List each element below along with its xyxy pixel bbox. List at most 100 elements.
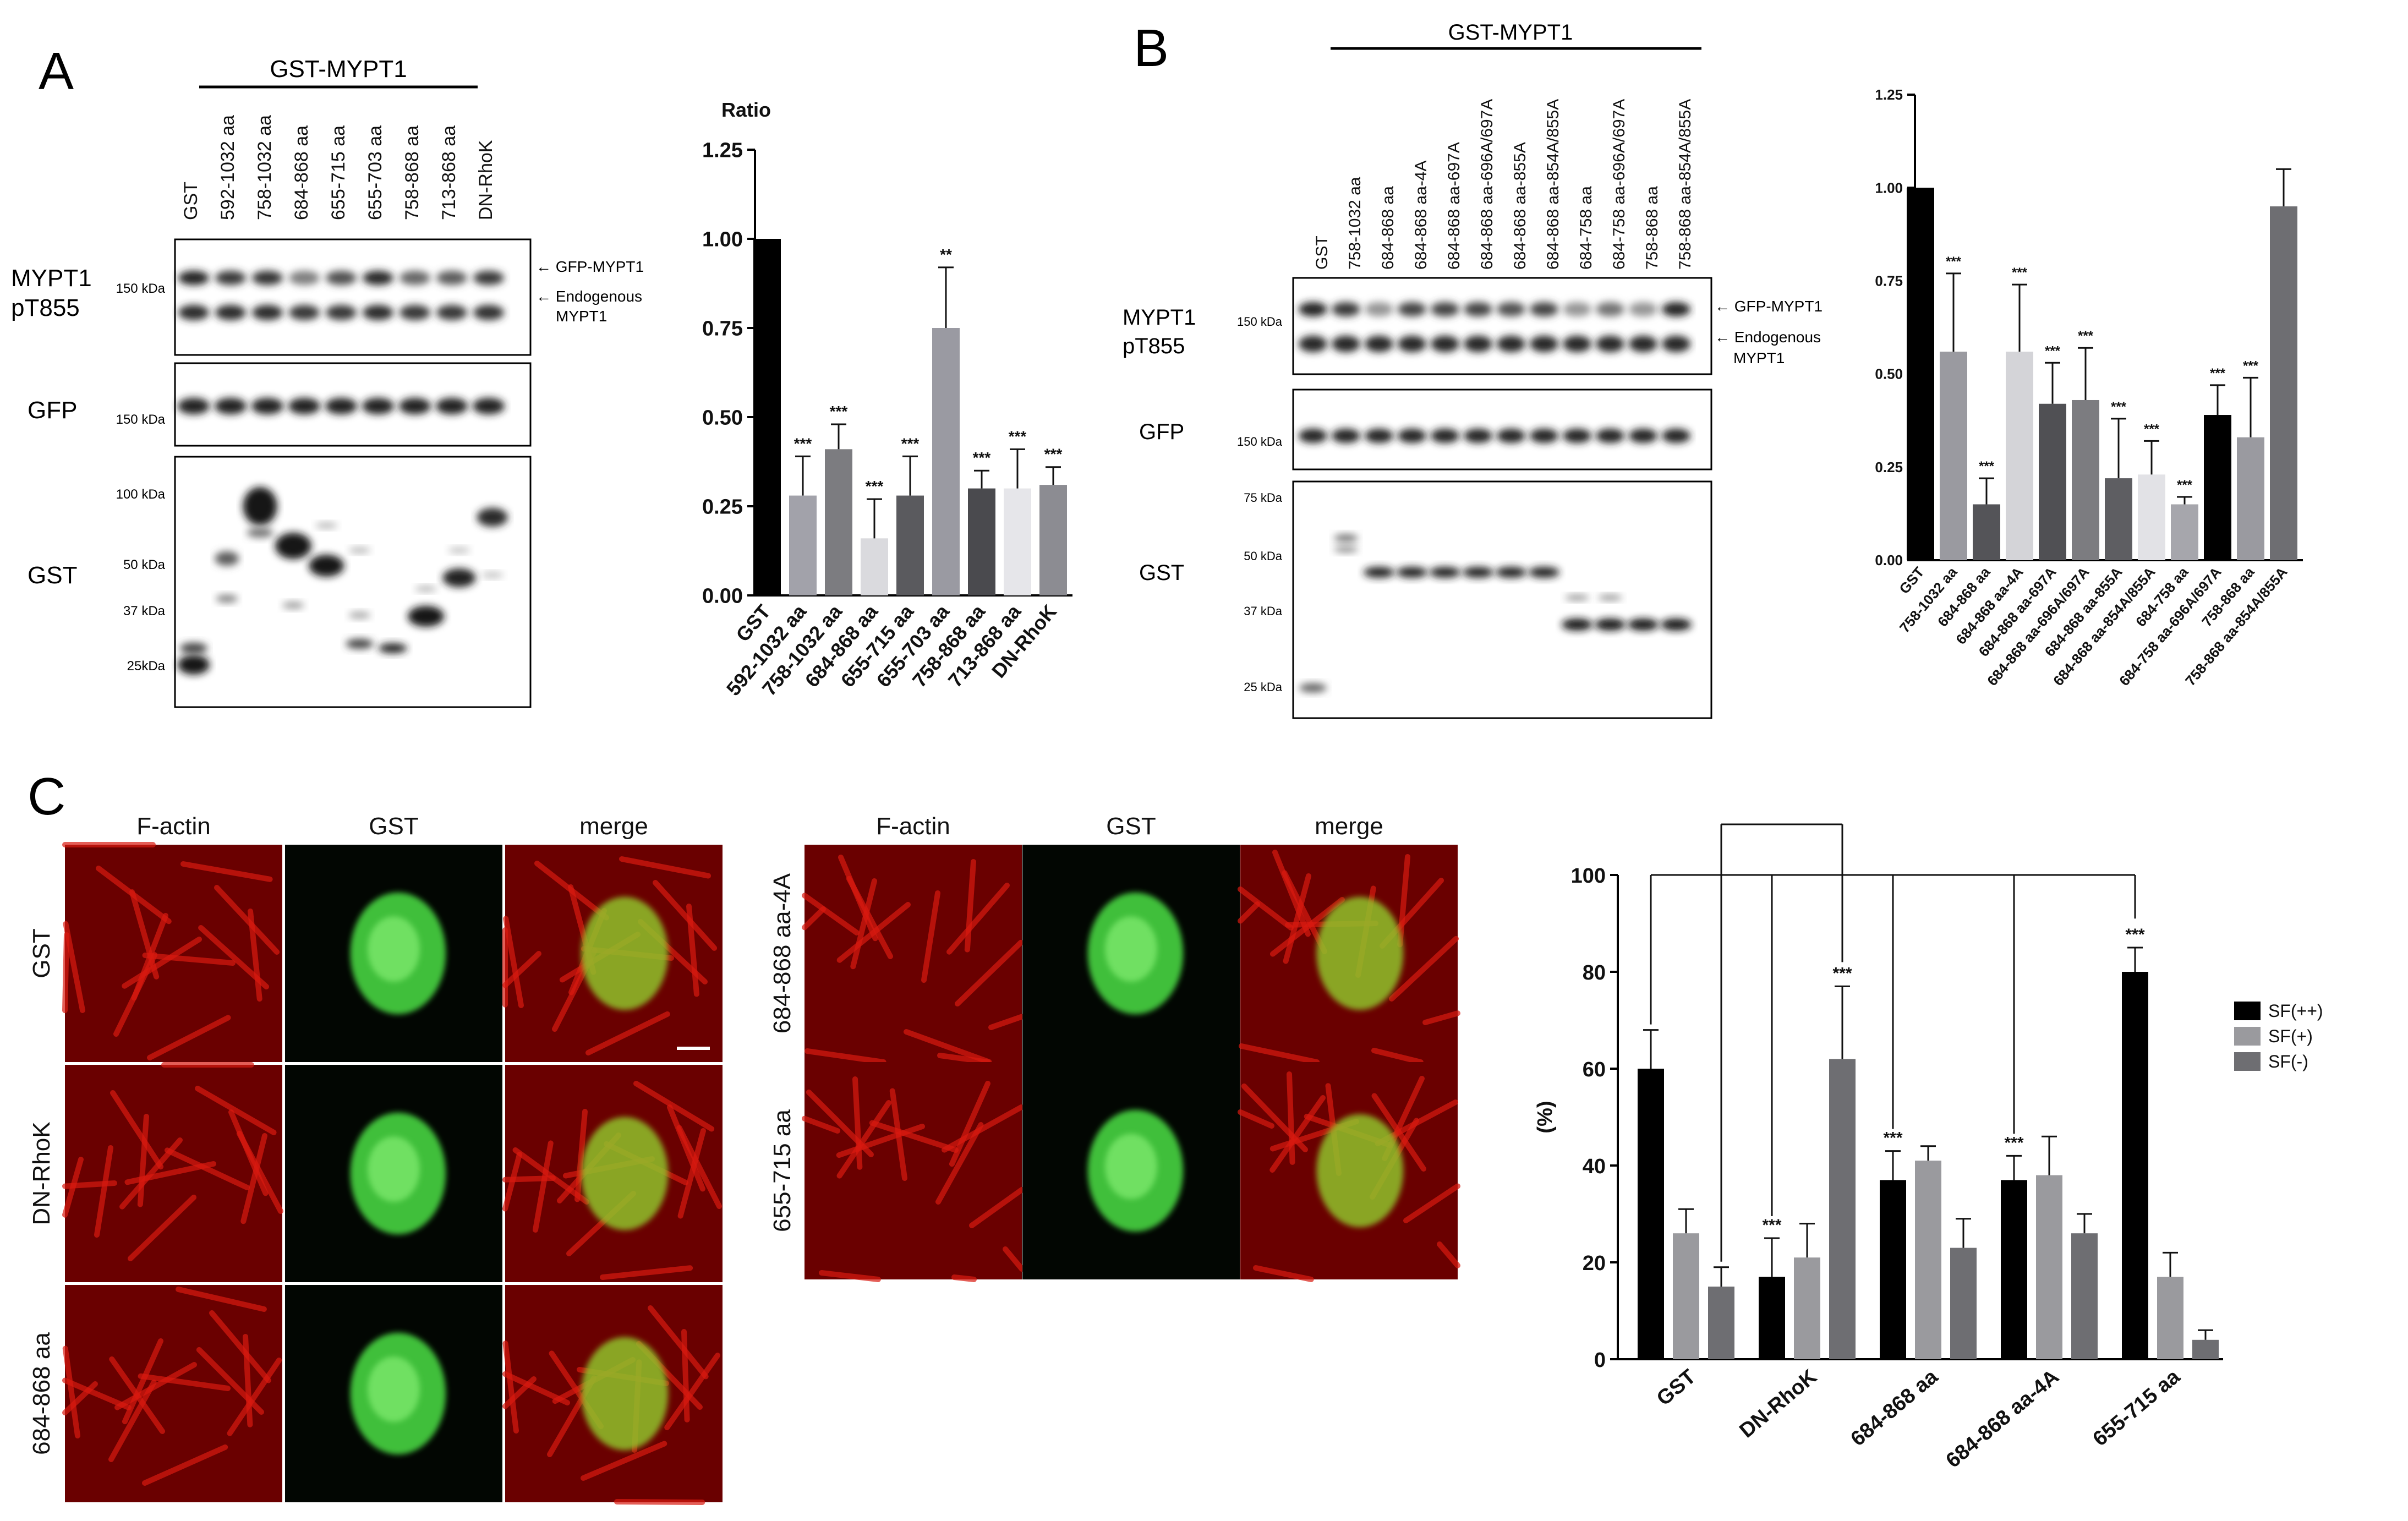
panel-letter-c: C	[28, 767, 65, 826]
blot-band	[1299, 302, 1327, 316]
actin-fiber	[805, 1048, 886, 1065]
cell-signal	[1105, 916, 1157, 982]
significance-mark: ***	[2004, 1134, 2023, 1152]
blot-band	[348, 548, 371, 553]
chart-bar	[1673, 1233, 1699, 1359]
blot-band	[1563, 336, 1591, 352]
group-label-a: GST-MYPT1	[270, 56, 407, 83]
band-label-b-gfp-mypt1: ← GFP-MYPT1	[1715, 298, 1823, 315]
band-label-a-endo-1: Endogenous	[556, 288, 642, 305]
blot-band	[180, 643, 207, 654]
actin-fiber	[686, 904, 699, 997]
blot-a-gst	[174, 456, 532, 708]
blot-band	[1364, 567, 1394, 578]
blot-band	[1365, 429, 1393, 443]
blot-band	[215, 551, 239, 566]
blot-band	[1661, 619, 1692, 631]
chart-bar	[2138, 474, 2165, 560]
micrograph-factin	[805, 1062, 1022, 1279]
chart-bar	[968, 488, 995, 595]
actin-fiber	[1239, 1043, 1320, 1065]
significance-mark: ***	[973, 449, 991, 466]
actin-fiber	[108, 1380, 157, 1462]
marker-b-gst-37: 37 kDa	[1244, 604, 1282, 618]
blot-band	[442, 568, 476, 587]
actin-fiber	[585, 1011, 670, 1055]
chart-bar	[2204, 415, 2231, 560]
actin-fiber	[988, 1014, 1025, 1030]
chart-bar	[825, 449, 852, 595]
chart-bar	[1907, 188, 1934, 560]
chart-bar	[1973, 504, 2000, 560]
blot-band	[1595, 619, 1626, 631]
micrograph-factin	[805, 845, 1022, 1062]
y-tick-label: 100	[1571, 865, 1606, 888]
significance-mark: ***	[1762, 1216, 1781, 1234]
actin-fiber	[512, 1147, 589, 1205]
panel-b: B GST-MYPT1 GST 758-1032 aa 684-868 aa 684-…	[1123, 19, 2303, 719]
row-label-b-gst: GST	[1139, 561, 1184, 585]
blot-band	[1365, 302, 1393, 316]
actin-fiber	[935, 1122, 984, 1205]
blot-band	[252, 271, 283, 285]
blot-b-mypt1	[1292, 277, 1712, 375]
chart-bar	[2270, 206, 2297, 560]
actin-fiber	[128, 1194, 197, 1261]
blot-band	[473, 305, 504, 320]
lane-label: 655-703 aa	[365, 125, 386, 220]
blot-band	[1530, 429, 1558, 443]
cell-signal	[581, 1337, 669, 1451]
actin-fiber	[147, 1015, 231, 1060]
lane-label: 684-868 aa-855A	[1511, 142, 1529, 270]
blot-band	[1529, 567, 1559, 578]
row-label-b-gfp: GFP	[1139, 420, 1184, 444]
blot-band	[288, 398, 320, 414]
marker-a-gst-50: 50 kDa	[123, 557, 166, 572]
blot-band	[1596, 336, 1624, 352]
legend-label: SF(+)	[2268, 1026, 2313, 1046]
y-tick-label: 20	[1583, 1252, 1606, 1275]
actin-fiber	[574, 1109, 588, 1202]
legend-swatch	[2234, 1027, 2261, 1046]
significance-mark: ***	[1946, 254, 1962, 269]
legend-swatch	[2234, 1002, 2261, 1020]
actin-fiber	[62, 932, 69, 1014]
marker-b-gfp-150: 150 kDa	[1237, 435, 1283, 448]
chart-bar	[1759, 1277, 1785, 1359]
marker-b-gst-25: 25 kDa	[1244, 680, 1282, 694]
band-label-b-gfp-mypt1-text: GFP-MYPT1	[1734, 298, 1823, 315]
blot-band	[1463, 567, 1493, 578]
blot-band	[408, 606, 445, 627]
y-tick-label: 0.75	[1875, 273, 1903, 289]
actin-fiber	[921, 890, 941, 983]
blot-band	[215, 271, 246, 285]
blot-band	[436, 398, 468, 414]
chart-bar	[1950, 1248, 1977, 1359]
blot-band	[1496, 567, 1526, 578]
blot-band	[252, 305, 283, 320]
blot-band	[178, 655, 210, 675]
blot-band	[326, 305, 357, 320]
blot-band	[309, 555, 344, 577]
blot-band	[1334, 546, 1358, 552]
chart-bar	[861, 538, 888, 595]
y-tick-label: 0.00	[702, 584, 743, 608]
blot-band	[1662, 302, 1690, 316]
band-label-b-endo: ← Endogenous	[1715, 329, 1821, 346]
row-label: 684-868 aa	[28, 1332, 55, 1455]
band-label-a-gfp-mypt1: ← GFP-MYPT1	[536, 258, 644, 275]
lane-label: 758-868 aa	[402, 125, 423, 220]
lane-label: GST	[1313, 236, 1331, 270]
cell-signal	[1316, 896, 1404, 1010]
blot-band	[178, 398, 210, 414]
actin-fiber	[836, 1100, 891, 1179]
cell-signal	[581, 896, 669, 1010]
actin-fiber	[838, 855, 878, 942]
lane-label: 758-1032 aa	[254, 115, 275, 220]
chart-bar	[2039, 403, 2066, 560]
actin-fiber	[802, 906, 826, 931]
y-tick-label: 0.50	[702, 406, 743, 429]
cell-signal	[368, 916, 420, 982]
actin-fiber	[1238, 886, 1294, 931]
